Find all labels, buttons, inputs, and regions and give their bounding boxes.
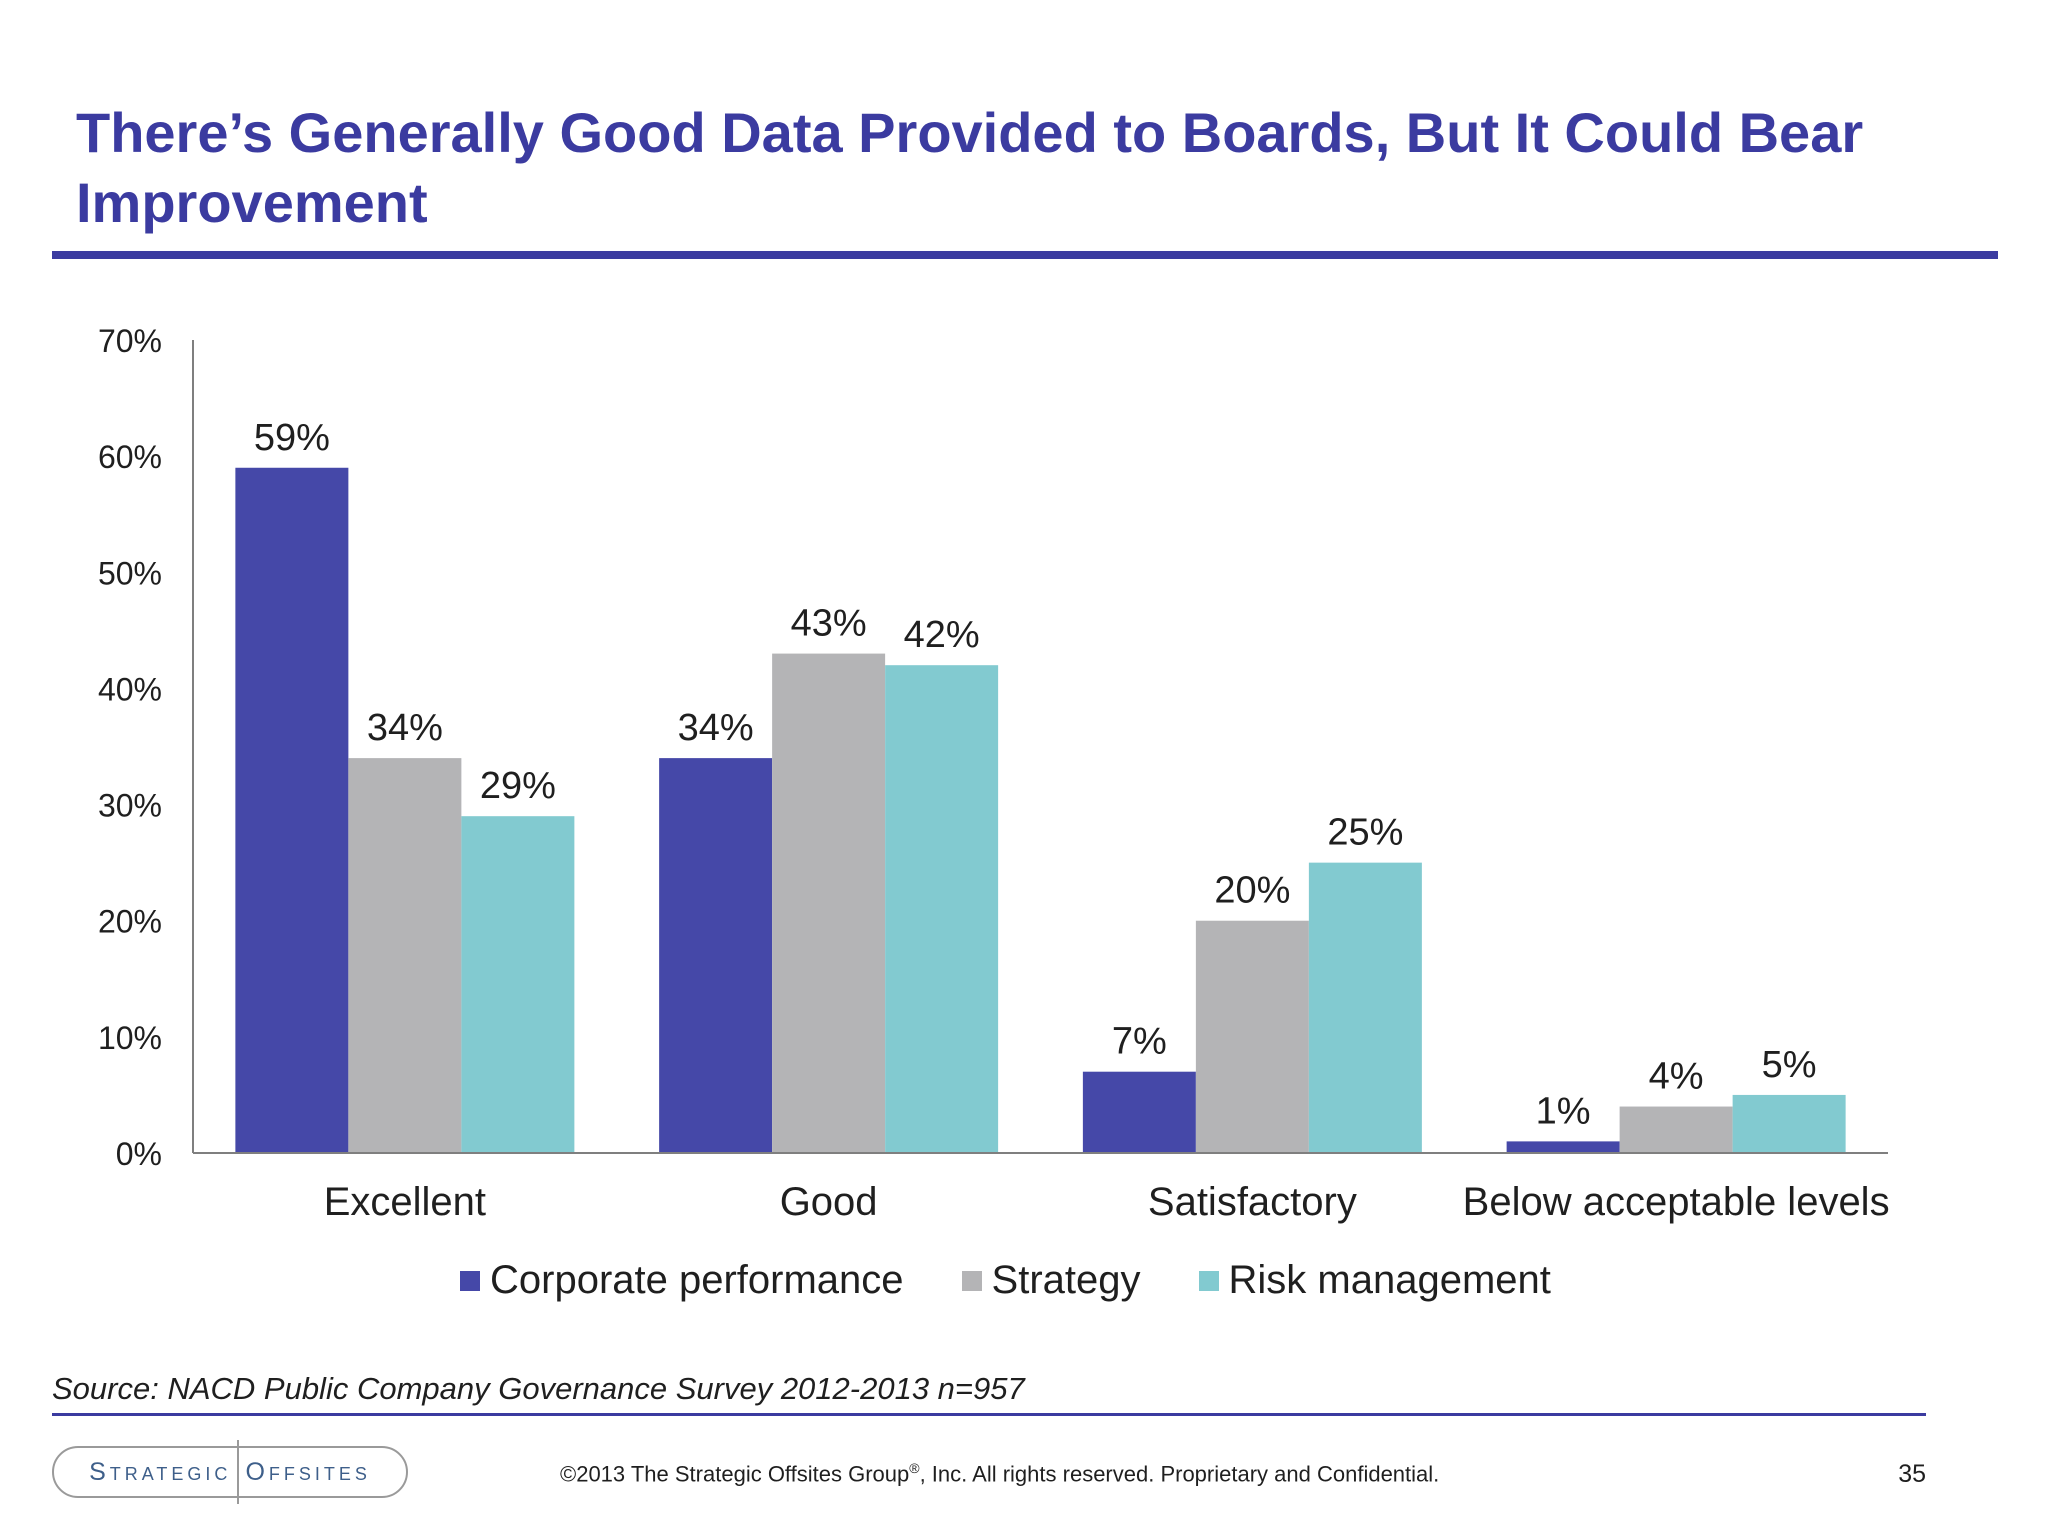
chart-bars (235, 467, 1846, 1153)
chart-legend: Corporate performance Strategy Risk manage… (460, 1258, 1609, 1303)
data-label: 34% (678, 707, 754, 749)
bar-chart: 0% 10% 20% 30% 40% 50% 60% 70% 59% 34% 29% 34% 43% 4… (98, 323, 1890, 1224)
bar (348, 758, 462, 1153)
bar (1732, 1094, 1846, 1153)
slide-title: There’s Generally Good Data Provided to … (76, 101, 1864, 234)
y-tick-label: 60% (98, 439, 162, 475)
bar (885, 665, 999, 1153)
x-axis: Excellent Good Satisfactory Below acceptabl… (193, 1152, 1890, 1224)
legend-swatch (1198, 1270, 1219, 1291)
y-tick-label: 10% (98, 1020, 162, 1056)
chart-data-labels: 59% 34% 29% 34% 43% 42% 7% 20% 25% 1% 4% 5% (254, 417, 1817, 1133)
data-label: 59% (254, 417, 330, 459)
data-label: 43% (791, 603, 867, 645)
legend-label: Risk management (1228, 1258, 1551, 1302)
footer-rule (52, 1413, 1926, 1416)
bar (1082, 1071, 1196, 1153)
x-category-label: Below acceptable levels (1463, 1180, 1890, 1224)
legend-label: Strategy (991, 1258, 1141, 1302)
data-label: 4% (1649, 1056, 1704, 1098)
bar (461, 816, 575, 1153)
title-underline (52, 251, 1998, 259)
y-tick-label: 40% (98, 671, 162, 707)
bar (235, 467, 349, 1153)
y-tick-label: 0% (116, 1136, 162, 1172)
y-axis: 0% 10% 20% 30% 40% 50% 60% 70% (98, 323, 194, 1172)
legend-label: Corporate performance (490, 1258, 904, 1302)
data-label: 20% (1214, 870, 1290, 912)
data-label: 1% (1536, 1090, 1591, 1132)
data-label: 29% (480, 765, 556, 807)
data-label: 5% (1762, 1044, 1817, 1086)
legend-swatch (460, 1270, 480, 1291)
legend-item: Strategy (961, 1258, 1141, 1303)
y-tick-label: 50% (98, 555, 162, 591)
source-note: Source: NACD Public Company Governance S… (52, 1371, 1025, 1406)
bar (1619, 1106, 1733, 1153)
copyright-notice: ©2013 The Strategic Offsites Group®, Inc… (560, 1460, 1440, 1487)
bar (772, 653, 886, 1153)
legend-swatch (961, 1270, 982, 1291)
logo-text-left: Strategic (89, 1457, 232, 1486)
data-label: 34% (367, 707, 443, 749)
company-logo: Strategic Offsites (52, 1440, 408, 1504)
data-label: 7% (1112, 1021, 1167, 1063)
y-tick-label: 30% (98, 788, 162, 824)
bar (1308, 862, 1422, 1153)
bar (1506, 1141, 1620, 1153)
x-category-label: Satisfactory (1148, 1180, 1357, 1224)
bar (1195, 920, 1309, 1153)
data-label: 42% (904, 614, 980, 656)
legend-item: Risk management (1198, 1258, 1551, 1303)
y-tick-label: 20% (98, 904, 162, 940)
x-category-label: Good (780, 1180, 878, 1224)
page-number: 35 (1898, 1460, 1926, 1488)
x-category-label: Excellent (324, 1180, 486, 1224)
logo-divider (237, 1440, 240, 1504)
data-label: 25% (1327, 812, 1403, 854)
logo-text-right: Offsites (245, 1457, 371, 1486)
legend-item: Corporate performance (460, 1258, 904, 1303)
y-tick-label: 70% (98, 323, 162, 359)
bar (659, 758, 773, 1153)
